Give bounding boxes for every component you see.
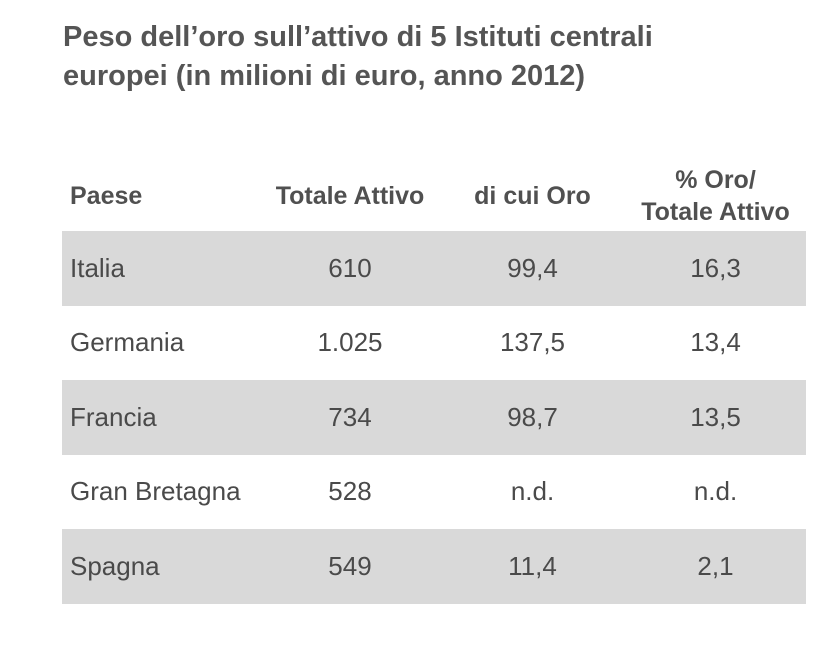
cell-paese: Spagna — [70, 550, 160, 581]
data-table: Paese Totale Attivo di cui Oro % Oro/ To… — [62, 160, 806, 604]
header-paese: Paese — [70, 181, 143, 210]
cell-totale-attivo: 549 — [328, 550, 372, 581]
cell-paese: Gran Bretagna — [70, 476, 241, 507]
table-row: Francia 734 98,7 13,5 — [62, 380, 806, 455]
cell-totale-attivo: 734 — [328, 401, 372, 432]
cell-pct-oro: 13,4 — [690, 327, 741, 358]
cell-pct-oro: 16,3 — [690, 252, 741, 283]
cell-di-cui-oro: 99,4 — [507, 252, 558, 283]
table-row: Germania 1.025 137,5 13,4 — [62, 306, 806, 381]
cell-di-cui-oro: 137,5 — [499, 327, 566, 358]
cell-paese: Germania — [70, 327, 185, 358]
cell-di-cui-oro: 98,7 — [507, 401, 558, 432]
header-pct-line-1: % Oro/ — [675, 165, 756, 194]
title-line-1: Peso dell’oro sull’attivo di 5 Istituti … — [63, 21, 653, 53]
title-line-2: europei (in milioni di euro, anno 2012) — [63, 60, 586, 92]
cell-paese: Italia — [70, 252, 125, 283]
table-row: Gran Bretagna 528 n.d. n.d. — [62, 455, 806, 530]
header-pct-oro-totale-attivo: % Oro/ Totale Attivo — [625, 160, 806, 231]
cell-totale-attivo: 610 — [328, 252, 372, 283]
cell-di-cui-oro: n.d. — [510, 476, 555, 507]
table-title: Peso dell’oro sull’attivo di 5 Istituti … — [63, 18, 783, 96]
cell-totale-attivo: 528 — [328, 476, 372, 507]
table-header-row: Paese Totale Attivo di cui Oro % Oro/ To… — [62, 160, 806, 231]
cell-pct-oro: 13,5 — [690, 401, 741, 432]
cell-pct-oro: n.d. — [693, 476, 738, 507]
cell-di-cui-oro: 11,4 — [508, 550, 557, 581]
header-pct-line-2: Totale Attivo — [641, 197, 790, 226]
header-di-cui-oro: di cui Oro — [474, 181, 591, 210]
cell-paese: Francia — [70, 401, 157, 432]
header-totale-attivo: Totale Attivo — [275, 181, 425, 210]
table-row: Spagna 549 11,4 2,1 — [62, 529, 806, 604]
cell-pct-oro: 2,1 — [697, 550, 734, 581]
table-row: Italia 610 99,4 16,3 — [62, 231, 806, 306]
cell-totale-attivo: 1.025 — [317, 327, 383, 358]
